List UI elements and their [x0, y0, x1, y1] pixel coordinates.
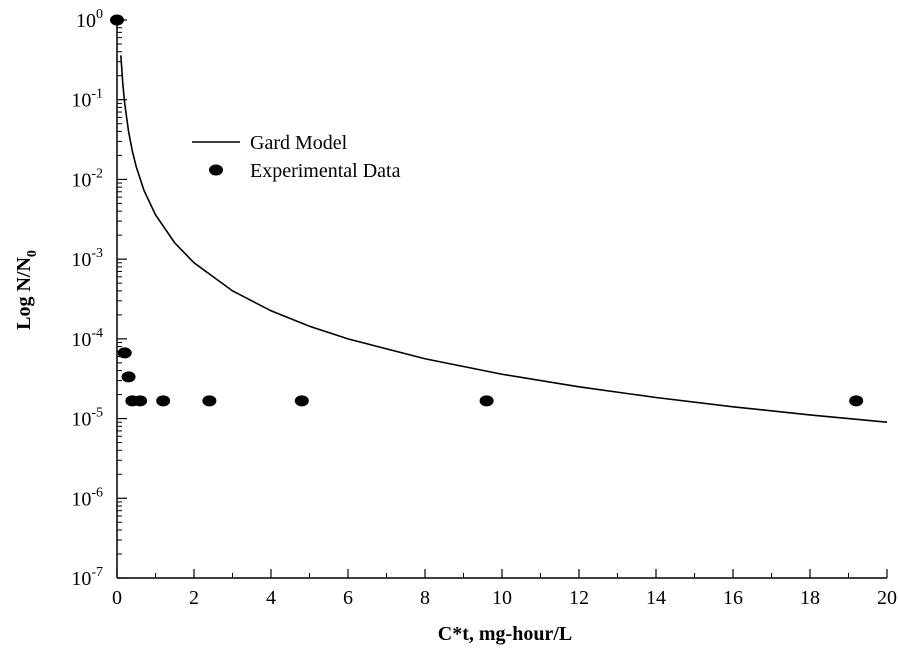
x-tick-label: 0 — [112, 587, 122, 609]
legend-marker-swatch — [209, 164, 223, 176]
data-point — [133, 395, 148, 407]
y-tick-label: 10-4 — [71, 326, 103, 351]
data-point — [121, 371, 136, 383]
x-tick-label: 4 — [266, 587, 276, 609]
data-point — [156, 395, 171, 407]
data-point — [117, 347, 132, 359]
data-point — [294, 395, 309, 407]
data-point — [110, 14, 124, 26]
data-point — [479, 395, 494, 407]
y-tick-label: 10-6 — [71, 485, 103, 510]
x-tick-label: 8 — [420, 587, 430, 609]
y-tick-label: 10-3 — [71, 246, 103, 271]
legend-label: Gard Model — [250, 132, 348, 154]
axes — [116, 20, 887, 579]
data-point — [849, 395, 864, 407]
y-tick-label: 10-7 — [71, 565, 103, 590]
x-tick-label: 6 — [343, 587, 353, 609]
series-line-gard-model — [120, 55, 888, 424]
x-axis-title: C*t, mg-hour/L — [438, 623, 572, 645]
y-axis-title-subscript: 0 — [25, 250, 40, 257]
legend: Gard Model Experimental Data — [192, 132, 401, 182]
x-tick-label: 14 — [646, 587, 666, 609]
y-axis-title: Log N/N0 — [13, 250, 40, 330]
y-axis-title-main: Log N/N — [13, 257, 35, 330]
data-point — [202, 395, 217, 407]
y-tick-label: 100 — [76, 7, 103, 32]
ticks: 0 2 4 6 8 10 12 14 16 18 20 100 10-1 10-2 10-3 10-4 10-5… — [71, 7, 897, 609]
series-layer — [110, 14, 888, 424]
x-tick-label: 16 — [723, 587, 743, 609]
x-tick-label: 2 — [189, 587, 199, 609]
x-tick-label: 20 — [877, 587, 897, 609]
x-tick-label: 18 — [800, 587, 820, 609]
y-tick-label: 10-1 — [71, 87, 103, 112]
x-tick-label: 10 — [492, 587, 512, 609]
y-tick-label: 10-5 — [71, 406, 103, 431]
x-tick-label: 12 — [569, 587, 589, 609]
svg-text:Log N/N0: Log N/N0 — [13, 250, 40, 330]
y-tick-label: 10-2 — [71, 166, 103, 191]
legend-label: Experimental Data — [250, 160, 401, 182]
